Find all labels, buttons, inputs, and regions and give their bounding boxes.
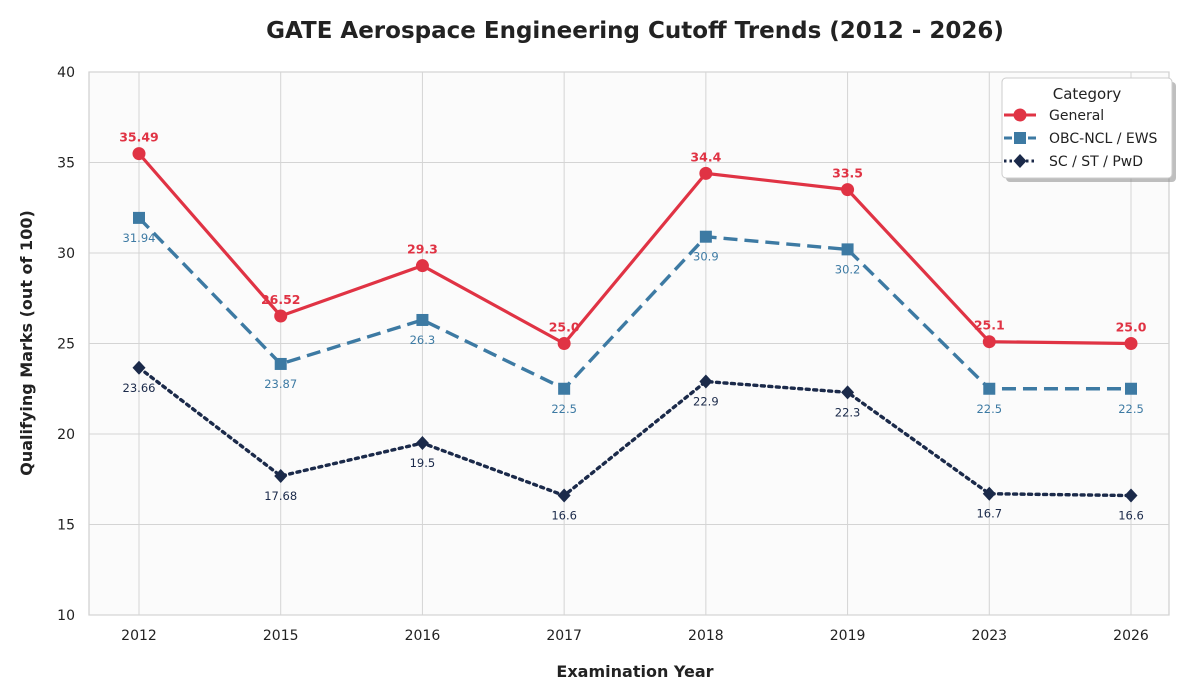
x-tick-label: 2023 — [971, 628, 1007, 644]
data-label: 22.5 — [976, 402, 1002, 416]
data-label: 35.49 — [119, 130, 159, 145]
data-point — [1125, 382, 1137, 395]
legend-marker — [1014, 132, 1026, 144]
data-point — [841, 183, 855, 197]
data-point — [133, 211, 145, 224]
legend-label: OBC-NCL / EWS — [1049, 131, 1158, 147]
data-label: 23.66 — [123, 381, 156, 395]
data-label: 25.1 — [974, 318, 1005, 333]
y-axis-ticks: 10 15 20 25 30 35 40 — [57, 65, 75, 624]
legend: Category General OBC-NCL / EWS SC / ST / P… — [1001, 77, 1176, 182]
x-axis-title: Examination Year — [556, 662, 713, 681]
data-label: 31.94 — [123, 231, 156, 245]
data-labels: 35.49 26.52 29.3 25.0 34.4 33.5 25.1 25.0 31.94 2… — [119, 130, 1146, 523]
y-tick-label: 10 — [57, 608, 75, 624]
data-label: 29.3 — [407, 242, 438, 257]
series-lines — [137, 152, 1133, 498]
data-label: 22.5 — [551, 402, 577, 416]
data-label: 22.3 — [835, 405, 861, 419]
x-tick-label: 2017 — [546, 628, 582, 644]
data-label: 22.9 — [693, 395, 719, 409]
data-point — [841, 243, 854, 256]
y-axis-title: Qualifying Marks (out of 100) — [17, 210, 36, 476]
data-point — [699, 230, 712, 243]
chart-title: GATE Aerospace Engineering Cutoff Trends… — [266, 18, 1004, 44]
y-tick-label: 40 — [57, 65, 75, 81]
data-point — [983, 382, 996, 395]
x-tick-label: 2015 — [263, 628, 299, 644]
data-point — [699, 166, 713, 180]
y-tick-label: 15 — [57, 518, 75, 534]
data-point — [274, 309, 288, 323]
data-label: 25.0 — [549, 320, 580, 335]
y-tick-label: 35 — [57, 156, 75, 172]
data-label: 33.5 — [832, 166, 863, 181]
data-label: 16.6 — [1118, 509, 1144, 523]
data-label: 19.5 — [410, 456, 436, 470]
legend-marker — [1013, 154, 1027, 168]
data-point — [274, 357, 287, 370]
legend-entries: General OBC-NCL / EWS SC / ST / PwD — [1004, 108, 1158, 170]
data-label: 25.0 — [1116, 320, 1147, 335]
legend-label: SC / ST / PwD — [1049, 154, 1143, 170]
x-tick-label: 2018 — [688, 628, 724, 644]
data-point — [557, 488, 571, 503]
series-line-2 — [137, 366, 1133, 498]
series-markers — [132, 147, 1138, 503]
data-label: 17.68 — [264, 489, 297, 503]
data-point — [982, 335, 996, 349]
y-tick-label: 30 — [57, 246, 75, 262]
legend-label: General — [1049, 108, 1104, 124]
data-point — [274, 468, 288, 483]
data-point — [557, 337, 571, 350]
data-point — [699, 374, 713, 389]
x-tick-label: 2016 — [405, 628, 441, 644]
x-tick-label: 2019 — [830, 628, 866, 644]
series-line-1 — [137, 216, 1131, 391]
data-point — [415, 436, 429, 451]
data-point — [1124, 337, 1138, 350]
data-label: 34.4 — [690, 149, 721, 164]
series-line-0 — [137, 152, 1132, 346]
data-label: 30.9 — [693, 250, 719, 264]
legend-title: Category — [1053, 85, 1122, 103]
data-point — [982, 486, 996, 501]
data-label: 16.7 — [976, 507, 1002, 521]
x-tick-label: 2012 — [121, 628, 157, 644]
data-label: 23.87 — [264, 377, 297, 391]
data-point — [416, 313, 429, 326]
data-point — [132, 360, 146, 375]
x-tick-label: 2026 — [1113, 628, 1149, 644]
x-axis-ticks: 2012 2015 2016 2017 2018 2019 2023 2026 — [121, 628, 1149, 644]
data-label: 22.5 — [1118, 402, 1144, 416]
data-point — [415, 259, 429, 273]
data-point — [841, 385, 855, 400]
data-point — [1124, 488, 1138, 503]
data-label: 26.3 — [410, 333, 436, 347]
legend-marker — [1013, 108, 1027, 122]
data-point — [132, 147, 146, 161]
data-label: 26.52 — [261, 292, 301, 307]
y-tick-label: 20 — [57, 427, 75, 443]
data-label: 30.2 — [835, 262, 861, 276]
data-label: 16.6 — [551, 509, 577, 523]
data-point — [558, 382, 571, 395]
legend-box — [1001, 77, 1173, 179]
y-tick-label: 25 — [57, 337, 75, 353]
